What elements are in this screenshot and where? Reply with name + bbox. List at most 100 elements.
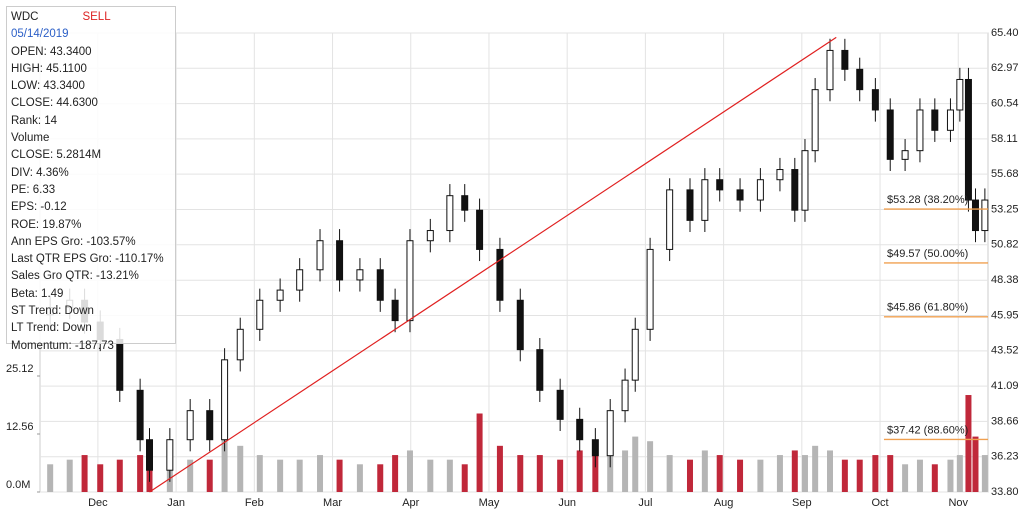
y2-tick-label: 12.56 <box>6 421 34 433</box>
info-lines: OPEN: 43.3400 HIGH: 45.1100 LOW: 43.3400 CL… <box>11 44 171 355</box>
volume-bar <box>392 455 399 492</box>
info-line: HIGH: 45.1100 <box>11 62 87 75</box>
volume-bar <box>902 464 909 492</box>
x-tick-label: Apr <box>402 497 419 509</box>
candle-body <box>716 179 724 191</box>
candle-body <box>811 89 819 152</box>
volume-bar <box>716 455 723 492</box>
volume-bar <box>536 455 543 492</box>
y-tick-label: 60.54 <box>991 97 1019 109</box>
volume-bar <box>116 459 123 492</box>
info-line: PE: 6.33 <box>11 183 56 196</box>
info-line: CLOSE: 44.6300 <box>11 97 98 110</box>
candle-body <box>316 240 324 271</box>
volume-bar <box>791 450 798 492</box>
x-tick-label: Jul <box>638 497 652 509</box>
y-tick-label: 50.82 <box>991 239 1019 251</box>
candle-body <box>916 109 924 152</box>
x-tick-label: Mar <box>323 497 342 509</box>
info-line: LOW: 43.3400 <box>11 80 85 93</box>
candle-body <box>516 299 524 351</box>
info-line: Ann EPS Gro: -103.57% <box>11 235 136 248</box>
candle-body <box>841 49 849 70</box>
volume-bar <box>776 455 783 492</box>
volume-bar <box>427 459 434 492</box>
candle-body <box>461 195 469 211</box>
volume-bar <box>187 459 194 492</box>
info-line: Sales Gro QTR: -13.21% <box>11 270 139 283</box>
candle-body <box>276 289 284 301</box>
x-tick-label: Oct <box>871 497 888 509</box>
candle-body <box>826 49 834 91</box>
info-line: OPEN: 43.3400 <box>11 45 92 58</box>
volume-bar <box>686 459 693 492</box>
volume-bar <box>461 464 468 492</box>
x-tick-label: Jan <box>167 497 185 509</box>
volume-bar <box>965 395 972 492</box>
candle-body <box>901 150 909 160</box>
info-line: Rank: 14 <box>11 114 58 127</box>
candle-body <box>606 410 614 457</box>
x-tick-label: Jun <box>558 497 576 509</box>
info-line: DIV: 4.36% <box>11 166 69 179</box>
candle-body <box>236 328 244 361</box>
x-tick-label: Sep <box>792 497 812 509</box>
y-tick-label: 38.66 <box>991 415 1019 427</box>
volume-bar <box>476 413 483 492</box>
volume-bar <box>887 455 894 492</box>
volume-bar <box>916 459 923 492</box>
volume-bar <box>666 455 673 492</box>
candle-body <box>256 299 264 330</box>
candle-body <box>871 89 879 111</box>
volume-bar <box>981 455 988 492</box>
volume-bar <box>446 459 453 492</box>
candle-body <box>621 379 629 412</box>
volume-bar <box>47 464 54 492</box>
candle-body <box>136 389 144 441</box>
y-tick-label: 43.52 <box>991 345 1019 357</box>
info-line: ROE: 19.87% <box>11 218 82 231</box>
candle-body <box>446 195 454 232</box>
y-tick-label: 45.95 <box>991 309 1019 321</box>
volume-bar <box>872 455 879 492</box>
trendline <box>149 36 837 493</box>
candle-body <box>701 179 709 221</box>
y-tick-label: 65.40 <box>991 27 1019 39</box>
candle-body <box>956 78 964 111</box>
y-tick-label: 36.23 <box>991 451 1019 463</box>
date: 05/14/2019 <box>11 28 69 41</box>
volume-bar <box>576 450 583 492</box>
candle-body <box>576 418 584 441</box>
volume-bar <box>931 464 938 492</box>
candle-body <box>591 439 599 457</box>
volume-bar <box>841 459 848 492</box>
y-tick-label: 48.38 <box>991 274 1019 286</box>
fib-label: $49.57 (50.00%) <box>887 248 968 260</box>
candle-body <box>476 209 484 250</box>
x-tick-label: Feb <box>245 497 264 509</box>
candle-body <box>391 299 399 322</box>
volume-bar <box>737 459 744 492</box>
candle-body <box>556 389 564 420</box>
info-line: EPS: -0.12 <box>11 201 67 214</box>
candle-body <box>336 240 344 281</box>
candle-body <box>856 68 864 91</box>
candle-body <box>496 248 504 301</box>
candle-body <box>356 269 364 281</box>
info-panel: WDC SELL 05/14/2019 OPEN: 43.3400 HIGH: 45… <box>6 6 176 352</box>
fib-label: $37.42 (88.60%) <box>887 424 968 436</box>
volume-bar <box>81 455 88 492</box>
panel-head: WDC SELL <box>11 9 171 26</box>
candle-body <box>146 439 154 471</box>
candle-body <box>166 439 174 471</box>
x-tick-label: Dec <box>88 497 108 509</box>
volume-bar <box>356 464 363 492</box>
info-line: Volume <box>11 132 50 145</box>
candle-body <box>791 169 799 211</box>
volume-bar <box>557 459 564 492</box>
candle-body <box>776 169 784 181</box>
volume-bar <box>607 455 614 492</box>
y-tick-label: 55.68 <box>991 168 1019 180</box>
